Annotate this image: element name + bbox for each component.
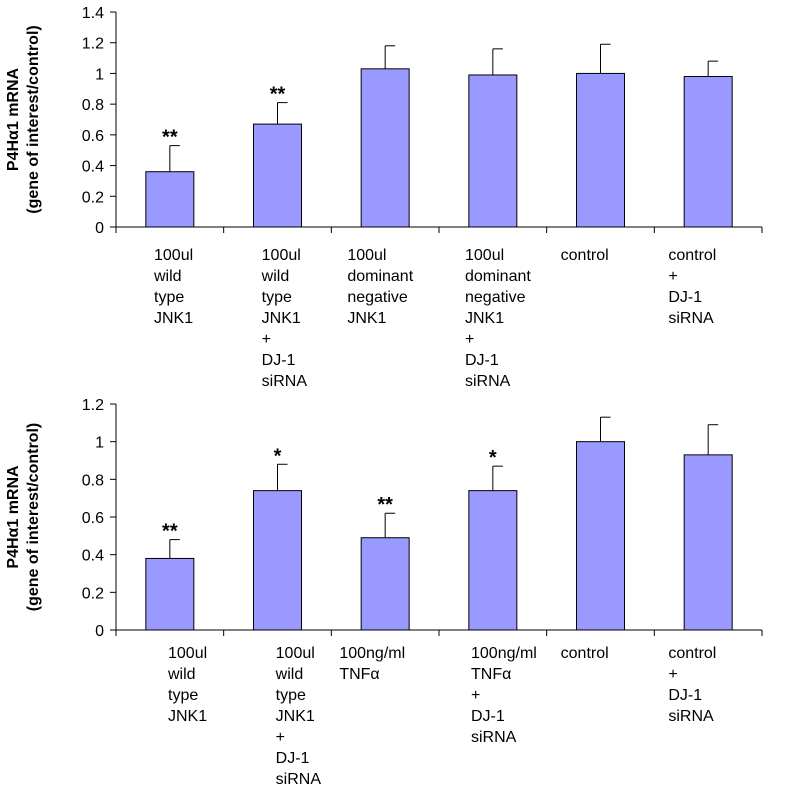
category-label: dominant (465, 268, 531, 285)
y-tick-label: 1 (95, 66, 104, 83)
significance-marker: ** (162, 127, 178, 149)
category-label: wild (167, 666, 196, 683)
category-label: 100ng/ml (471, 645, 537, 662)
significance-marker: ** (270, 84, 286, 106)
bar (576, 72, 625, 228)
category-label: control (668, 645, 716, 662)
bar (253, 123, 302, 228)
bar (468, 490, 518, 631)
category-label: 100ul (465, 247, 504, 264)
category-label: negative (465, 289, 526, 306)
category-label: wild (275, 666, 304, 683)
category-label: JNK1 (168, 708, 207, 725)
y-tick-label: 1.2 (82, 36, 104, 53)
y-tick-label: 1.2 (82, 397, 104, 414)
category-label: + (668, 268, 677, 285)
category-label: siRNA (668, 310, 714, 327)
category-label: + (668, 666, 677, 683)
category-label: 100ul (347, 247, 386, 264)
bar (468, 74, 518, 228)
y-tick-label: 0 (95, 220, 104, 237)
category-label: control (668, 247, 716, 264)
significance-marker: ** (377, 494, 393, 516)
category-label: 100ng/ml (339, 645, 405, 662)
category-label: 100ul (168, 645, 207, 662)
y-tick-label: 0.8 (82, 97, 104, 114)
category-label: + (471, 687, 480, 704)
y-tick-label: 0.2 (82, 189, 104, 206)
y-tick-label: 0 (95, 623, 104, 640)
category-label: wild (153, 268, 182, 285)
category-label: dominant (347, 268, 413, 285)
category-label: wild (261, 268, 290, 285)
category-label: type (154, 289, 184, 306)
category-label: siRNA (471, 729, 517, 746)
significance-marker: * (489, 447, 497, 469)
significance-marker: * (274, 445, 282, 467)
y-tick-label: 0.8 (82, 472, 104, 489)
category-label: DJ-1 (668, 289, 702, 306)
category-label: JNK1 (276, 708, 315, 725)
bar (360, 537, 410, 631)
y-tick-label: 0.6 (82, 510, 104, 527)
bar (683, 76, 733, 228)
significance-marker: ** (162, 521, 178, 543)
category-label: 100ul (262, 247, 301, 264)
category-label: JNK1 (465, 310, 504, 327)
category-label: + (262, 331, 271, 348)
bar (576, 441, 625, 631)
y-tick-label: 0.2 (82, 585, 104, 602)
category-label: DJ-1 (471, 708, 505, 725)
category-label: siRNA (465, 373, 511, 390)
category-label: + (276, 729, 285, 746)
category-label: negative (347, 289, 408, 306)
y-tick-label: 0.4 (82, 548, 104, 565)
y-axis-label-line2: (gene of interest/control) (25, 25, 42, 213)
y-tick-label: 1 (95, 435, 104, 452)
category-label: 100ul (154, 247, 193, 264)
bar (145, 171, 195, 228)
category-label: siRNA (276, 771, 322, 788)
category-label: DJ-1 (262, 352, 296, 369)
bar (683, 454, 733, 631)
category-label: type (276, 687, 306, 704)
category-label: type (168, 687, 198, 704)
y-axis-label-line1: P4Hα1 mRNA (5, 67, 22, 171)
y-tick-label: 0.6 (82, 128, 104, 145)
y-axis-label-line2: (gene of interest/control) (25, 423, 42, 611)
y-tick-label: 1.4 (82, 5, 104, 22)
category-label: TNFα (471, 666, 511, 683)
category-label: JNK1 (154, 310, 193, 327)
category-label: JNK1 (262, 310, 301, 327)
category-label: + (465, 331, 474, 348)
y-tick-label: 0.4 (82, 159, 104, 176)
category-label: DJ-1 (465, 352, 499, 369)
category-label: DJ-1 (276, 750, 310, 767)
category-label: control (561, 645, 609, 662)
category-label: DJ-1 (668, 687, 702, 704)
category-label: 100ul (276, 645, 315, 662)
category-label: JNK1 (347, 310, 386, 327)
category-label: TNFα (339, 666, 379, 683)
category-label: siRNA (262, 373, 308, 390)
y-axis-label-line1: P4Hα1 mRNA (5, 465, 22, 569)
category-label: siRNA (668, 708, 714, 725)
bar (253, 490, 302, 631)
bar (360, 68, 410, 228)
bar (145, 557, 195, 631)
category-label: control (561, 247, 609, 264)
category-label: type (262, 289, 292, 306)
